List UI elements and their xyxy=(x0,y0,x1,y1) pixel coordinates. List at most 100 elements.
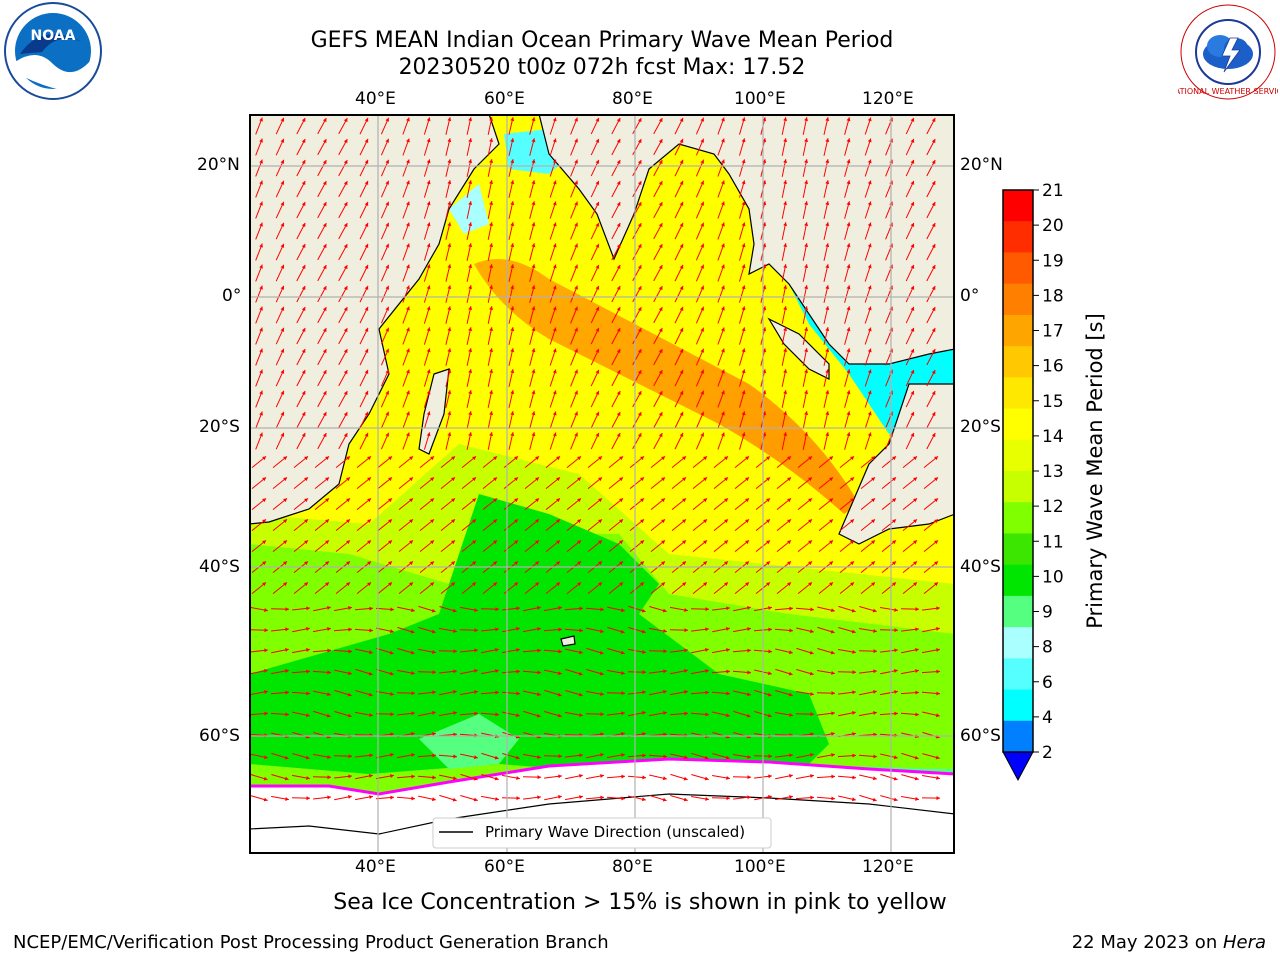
wave-arrow-head xyxy=(867,327,872,332)
wave-arrow-head xyxy=(535,582,539,587)
wave-arrow-head xyxy=(327,627,331,631)
colorbar-label: Primary Wave Mean Period [s] xyxy=(1083,313,1107,629)
wave-arrow-head xyxy=(301,202,306,206)
wave-arrow-head xyxy=(368,671,373,676)
land-africa-arabia xyxy=(249,114,500,525)
wave-arrow-head xyxy=(741,201,746,206)
wave-arrow-head xyxy=(556,561,560,566)
wave-arrow-head xyxy=(327,775,331,780)
wave-arrow-head xyxy=(468,180,473,184)
wave-arrow-head xyxy=(831,753,835,757)
wave-arrow-head xyxy=(493,582,497,587)
wave-arrow-head xyxy=(556,540,560,545)
wave-arrow-head xyxy=(619,498,623,503)
wave-arrow-head xyxy=(301,307,306,311)
wave-arrow-head xyxy=(595,348,600,353)
wave-arrow-head xyxy=(745,477,749,482)
wave-arrow-head xyxy=(280,369,285,374)
wave-arrow-head xyxy=(537,795,541,800)
wave-arrow-head xyxy=(595,390,600,395)
wave-arrow-head xyxy=(700,201,704,206)
wave-arrow-head xyxy=(810,774,814,778)
wave-arrow-head xyxy=(783,348,788,352)
wave-arrow-head xyxy=(432,711,436,715)
colorbar-block xyxy=(1003,221,1033,253)
wave-arrow-head xyxy=(468,264,473,268)
wave-arrow-head xyxy=(637,118,642,123)
wave-arrow-head xyxy=(493,561,497,566)
wave-arrow-head xyxy=(637,265,642,270)
wave-arrow-head xyxy=(637,328,642,333)
wave-arrow-head xyxy=(825,285,830,290)
wave-arrow-head xyxy=(259,243,263,248)
wave-arrow-head xyxy=(825,306,830,311)
wave-arrow-head xyxy=(829,561,833,566)
wave-arrow-head xyxy=(327,670,331,675)
wave-arrow-head xyxy=(426,306,431,311)
wave-arrow-head xyxy=(493,540,497,545)
wave-arrow-head xyxy=(747,795,751,800)
wave-arrow-head xyxy=(262,498,266,503)
wave-arrow-head xyxy=(535,477,539,482)
wave-arrow-head xyxy=(619,561,623,566)
wave-arrow-head xyxy=(787,561,791,566)
wave-arrow-head xyxy=(325,477,329,482)
wave-arrow-head xyxy=(741,348,746,353)
wave-arrow-head xyxy=(852,775,856,780)
wave-arrow-head xyxy=(489,306,494,310)
colorbar-tick-label: 17 xyxy=(1042,322,1064,342)
wave-arrow-head xyxy=(825,432,830,437)
wave-arrow-head xyxy=(867,432,872,437)
wave-arrow-head xyxy=(642,650,646,654)
wave-arrow-head xyxy=(825,117,830,122)
wave-arrow-head xyxy=(935,755,940,760)
wave-arrow-head xyxy=(283,477,287,482)
wave-arrow-head xyxy=(637,160,642,165)
wave-arrow-head xyxy=(409,582,413,587)
wave-arrow-head xyxy=(637,370,642,375)
wave-arrow-head xyxy=(280,222,285,227)
wave-arrow-head xyxy=(747,670,751,675)
wave-arrow-head xyxy=(327,795,331,800)
wave-arrow-head xyxy=(388,498,392,503)
wave-arrow-head xyxy=(301,118,306,122)
wave-arrow-head xyxy=(640,477,644,482)
wave-arrow-head xyxy=(810,712,814,717)
wave-arrow-head xyxy=(679,138,684,143)
wave-arrow-head xyxy=(280,348,285,353)
wave-arrow-head xyxy=(830,629,835,634)
wave-arrow-head xyxy=(851,797,856,802)
wave-arrow-head xyxy=(552,264,557,269)
wave-arrow-head xyxy=(367,456,371,461)
wave-arrow-head xyxy=(787,456,791,461)
colorbar-block xyxy=(1003,658,1033,691)
wave-arrow-head xyxy=(616,370,621,374)
wave-arrow-head xyxy=(426,327,431,332)
wave-arrow-head xyxy=(364,138,369,143)
wave-arrow-head xyxy=(390,774,394,778)
wave-arrow-head xyxy=(640,540,644,545)
wave-arrow-head xyxy=(931,265,936,270)
wave-arrow-head xyxy=(595,117,600,122)
wave-arrow-head xyxy=(850,540,854,545)
wave-arrow-head xyxy=(783,117,788,121)
wave-arrow-head xyxy=(741,306,746,311)
wave-arrow-head xyxy=(368,692,373,697)
wave-arrow-head xyxy=(871,519,875,524)
wave-arrow-head xyxy=(348,671,352,676)
wave-arrow-head xyxy=(721,222,725,227)
wave-arrow-head xyxy=(700,264,704,269)
colorbar-tick-label: 13 xyxy=(1042,462,1064,482)
wave-arrow-head xyxy=(259,201,263,206)
wave-arrow-head xyxy=(406,138,410,143)
wave-arrow-head xyxy=(430,582,434,587)
wave-arrow-head xyxy=(726,776,730,780)
wave-arrow-head xyxy=(510,390,515,395)
wave-arrow-head xyxy=(388,456,392,461)
wave-arrow-head xyxy=(783,264,788,268)
wave-arrow-head xyxy=(510,138,515,143)
footer-date-text: 22 May 2023 on xyxy=(1071,932,1223,953)
wave-arrow-head xyxy=(598,456,602,461)
wave-arrow-head xyxy=(721,243,725,248)
wave-arrow-head xyxy=(430,561,434,566)
